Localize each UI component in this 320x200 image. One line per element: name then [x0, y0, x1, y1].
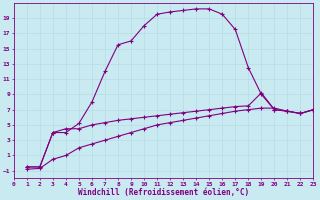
X-axis label: Windchill (Refroidissement éolien,°C): Windchill (Refroidissement éolien,°C) — [78, 188, 249, 197]
